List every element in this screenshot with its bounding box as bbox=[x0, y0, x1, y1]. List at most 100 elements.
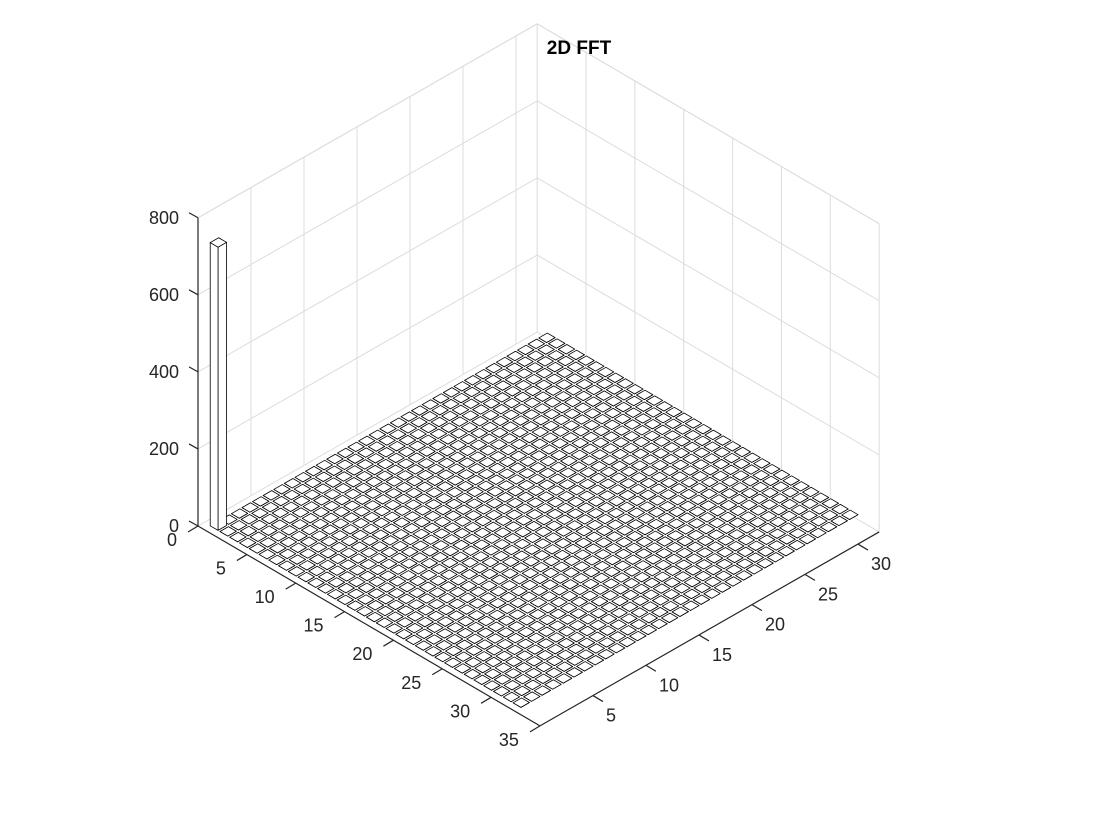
bar bbox=[360, 547, 378, 558]
bar bbox=[422, 534, 440, 545]
bar bbox=[667, 518, 685, 529]
bar-face-top bbox=[424, 499, 443, 510]
bar bbox=[625, 395, 643, 407]
bar bbox=[605, 384, 624, 395]
bar bbox=[396, 617, 414, 628]
bar-face-top bbox=[526, 362, 544, 373]
bar-face-top bbox=[528, 473, 546, 485]
bar-face-top bbox=[599, 613, 618, 624]
bar bbox=[494, 515, 513, 526]
bar bbox=[391, 540, 409, 552]
bar-face-top bbox=[418, 593, 436, 604]
z-tick-label: 200 bbox=[149, 439, 179, 459]
bar-face-top bbox=[290, 530, 308, 542]
bar bbox=[450, 428, 468, 439]
bar bbox=[396, 470, 414, 481]
bar-face-top bbox=[534, 391, 552, 402]
bar bbox=[421, 399, 439, 410]
bar-face-top bbox=[353, 506, 371, 517]
bar bbox=[311, 518, 329, 530]
bar bbox=[524, 385, 542, 397]
bar bbox=[681, 465, 699, 476]
bar bbox=[540, 444, 558, 455]
bar-face-top bbox=[702, 465, 720, 476]
bar-face-top bbox=[327, 577, 345, 588]
bar bbox=[427, 463, 445, 475]
bar-face-top bbox=[528, 620, 546, 632]
bar-face-top bbox=[462, 545, 480, 556]
bar-face-top bbox=[609, 484, 627, 495]
bar bbox=[437, 469, 455, 480]
bar-face-top bbox=[371, 541, 389, 552]
bar bbox=[538, 332, 556, 343]
bar bbox=[516, 356, 534, 367]
bar bbox=[599, 625, 617, 636]
bar-face-top bbox=[630, 607, 649, 618]
bar-face-top bbox=[387, 599, 405, 610]
bar bbox=[474, 369, 492, 380]
bar-face-top bbox=[512, 562, 530, 573]
bar-face-top bbox=[463, 386, 481, 398]
bar-face-top bbox=[219, 526, 237, 537]
bar-face-top bbox=[386, 611, 404, 622]
bar-face-top bbox=[671, 606, 689, 617]
bar-face-top bbox=[634, 413, 652, 424]
bar-face-top bbox=[559, 614, 577, 625]
bar-face-top bbox=[562, 420, 580, 431]
bar-face-top bbox=[498, 468, 516, 479]
bar bbox=[631, 460, 649, 471]
bar-face-top bbox=[611, 448, 629, 460]
bar bbox=[600, 466, 618, 478]
bar bbox=[395, 482, 413, 493]
bar-face-top bbox=[525, 656, 543, 667]
bar bbox=[722, 464, 740, 475]
bar bbox=[293, 483, 311, 495]
bar bbox=[714, 570, 733, 581]
bar bbox=[513, 538, 531, 550]
bar-face-top bbox=[569, 473, 587, 484]
bar-face-top bbox=[614, 548, 632, 560]
bar bbox=[576, 661, 594, 672]
bar-face-top bbox=[320, 536, 338, 547]
bar-face-top bbox=[741, 487, 759, 499]
bar-face-top bbox=[625, 395, 643, 407]
bar bbox=[434, 651, 452, 663]
bar-face-top bbox=[289, 542, 307, 553]
bar-face-top bbox=[743, 452, 761, 463]
bar-face-top bbox=[584, 396, 602, 407]
bar bbox=[508, 462, 527, 473]
bar-face-top bbox=[616, 378, 634, 389]
bar-face-top bbox=[446, 622, 464, 633]
bar-face-top bbox=[699, 500, 717, 511]
bar bbox=[504, 374, 523, 385]
bar bbox=[390, 417, 408, 428]
bar-face-top bbox=[452, 539, 470, 551]
bar-face-top bbox=[780, 510, 798, 521]
bar bbox=[631, 595, 649, 606]
bar-face-top bbox=[374, 494, 392, 505]
bar-face-top bbox=[654, 559, 672, 571]
bar-face-top bbox=[416, 616, 434, 628]
bar-face-top bbox=[674, 571, 692, 582]
bar-face-top bbox=[437, 469, 455, 480]
bar bbox=[550, 450, 568, 461]
bar bbox=[644, 419, 662, 430]
bar-face-top bbox=[332, 518, 350, 529]
bar-face-top bbox=[537, 638, 555, 649]
bar bbox=[789, 528, 807, 539]
bar bbox=[239, 525, 258, 537]
bar-face-top bbox=[597, 502, 615, 513]
bar-face-top bbox=[452, 392, 470, 404]
bar-face-top bbox=[596, 513, 614, 525]
bar-face-top bbox=[525, 509, 544, 520]
bar bbox=[485, 362, 503, 374]
bar-face-top bbox=[567, 496, 585, 507]
bar-face-top bbox=[378, 582, 396, 593]
bar-face-top bbox=[358, 582, 376, 593]
x-tick bbox=[383, 639, 394, 647]
bar bbox=[699, 500, 717, 511]
bar bbox=[261, 513, 279, 524]
bar bbox=[441, 410, 459, 421]
bar bbox=[515, 368, 533, 379]
bar bbox=[473, 380, 492, 392]
